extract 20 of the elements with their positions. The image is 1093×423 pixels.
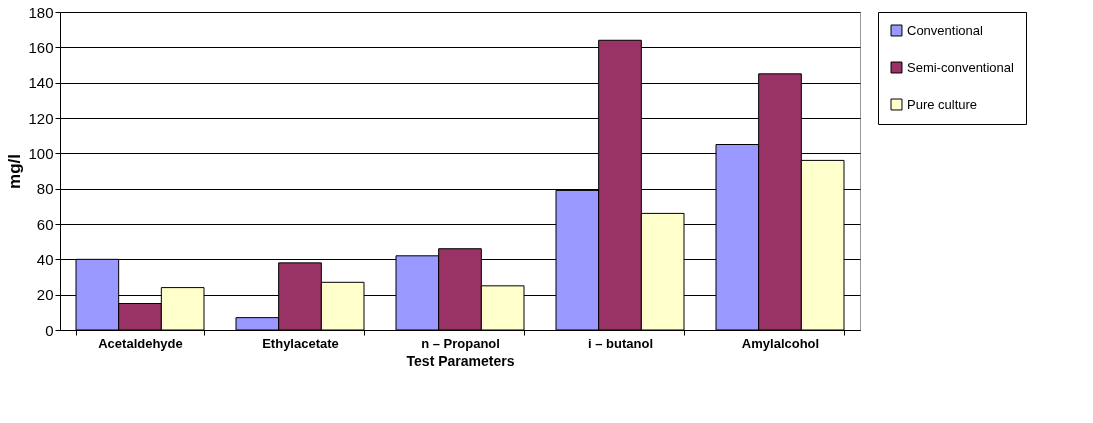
x-axis-title: Test Parameters xyxy=(406,352,515,369)
x-tick-label: Amylalcohol xyxy=(741,335,820,351)
legend-label: Pure culture xyxy=(907,96,978,112)
y-tick-label: 40 xyxy=(36,250,54,268)
y-tick-label: 100 xyxy=(28,144,54,162)
y-axis-title: mg/l xyxy=(5,154,25,189)
y-tick-label: 0 xyxy=(45,321,54,339)
x-tick-label: i – butanol xyxy=(588,335,653,351)
legend-label: Semi-conventional xyxy=(907,59,1015,75)
x-tick-label: n – Propanol xyxy=(421,335,500,351)
y-tick-label: 160 xyxy=(28,38,54,56)
x-tick-label: Ethylacetate xyxy=(262,335,339,351)
y-tick-label: 20 xyxy=(36,286,54,304)
y-tick-label: 120 xyxy=(28,109,54,127)
y-tick-label: 140 xyxy=(28,74,54,92)
y-tick-label: 80 xyxy=(36,180,54,198)
y-tick-label: 60 xyxy=(36,215,54,233)
y-tick-label: 180 xyxy=(28,3,54,21)
x-tick-label: Acetaldehyde xyxy=(98,335,183,351)
legend-label: Conventional xyxy=(907,22,983,38)
